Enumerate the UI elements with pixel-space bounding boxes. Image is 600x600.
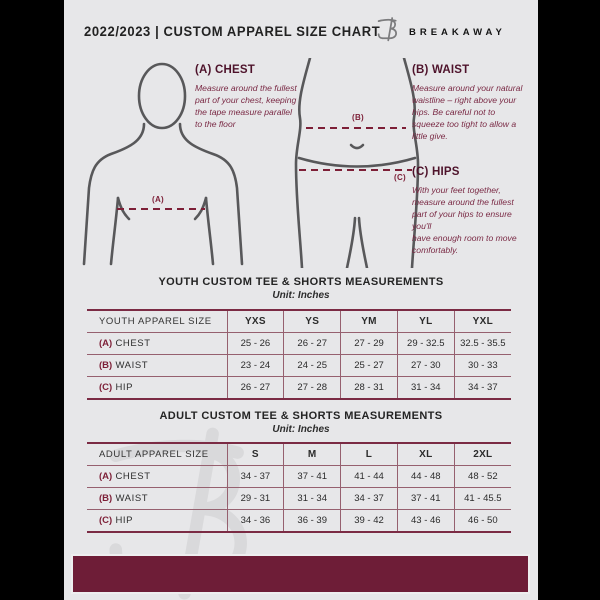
measurement-cell: 27 - 29 (340, 332, 398, 355)
measurement-cell: 31 - 34 (283, 487, 341, 510)
measurement-cell: 28 - 31 (340, 376, 398, 399)
column-header: YXL (453, 310, 511, 333)
hips-guide-text: With your feet together, measure around … (412, 185, 517, 256)
measurement-cell: 32.5 - 35.5 (453, 332, 511, 355)
measurement-cell: 37 - 41 (396, 487, 455, 510)
measurement-cell: 27 - 28 (283, 376, 341, 399)
adult-section-unit: Unit: Inches (272, 424, 330, 435)
measurement-cell: 48 - 52 (453, 465, 511, 488)
youth-section-title: YOUTH CUSTOM TEE & SHORTS MEASUREMENTS (158, 276, 444, 288)
measurement-cell: 34 - 37 (226, 465, 284, 488)
waist-measure-line (306, 127, 406, 129)
chest-line-label: (A) (152, 195, 165, 204)
measurement-cell: 24 - 25 (283, 354, 341, 377)
chest-guide: (A) CHEST Measure around the fullest par… (195, 64, 297, 130)
column-header: S (226, 443, 284, 466)
breakaway-logo-icon (376, 15, 404, 43)
upper-body-figure (82, 56, 244, 266)
table-row: (C) HIP 34 - 36 36 - 39 39 - 42 43 - 46 46 - … (87, 509, 511, 532)
column-header: L (340, 443, 398, 466)
measurement-cell: 25 - 27 (340, 354, 398, 377)
table-row: (C) HIP 26 - 27 27 - 28 28 - 31 31 - 34 34 - … (87, 376, 511, 399)
column-header: ADULT APPAREL SIZE (99, 449, 209, 460)
row-label: (A) CHEST (87, 465, 227, 488)
measurement-cell: 23 - 24 (226, 354, 284, 377)
measurement-cell: 37 - 41 (283, 465, 341, 488)
hip-line-label: (C) (394, 173, 407, 182)
measurement-cell: 39 - 42 (340, 509, 398, 532)
row-label: (A) CHEST (87, 332, 227, 355)
row-label: (C) HIP (87, 376, 227, 399)
chest-guide-heading: (A) CHEST (195, 64, 255, 76)
measurement-cell: 34 - 37 (453, 376, 511, 399)
measurement-cell: 26 - 27 (226, 376, 284, 399)
adult-table-header-row: ADULT APPAREL SIZE S M L XL 2XL (87, 443, 511, 466)
measurement-cell: 46 - 50 (453, 509, 511, 532)
adult-size-table: ADULT APPAREL SIZE S M L XL 2XL (A) CHES… (87, 442, 511, 533)
chest-measure-line (117, 208, 205, 210)
measurement-cell: 29 - 32.5 (396, 332, 455, 355)
column-header: M (283, 443, 341, 466)
content-layer: 2022/2023 | CUSTOM APPAREL SIZE CHART BR… (64, 0, 538, 600)
column-header: YS (283, 310, 341, 333)
column-header: YOUTH APPAREL SIZE (99, 316, 212, 327)
measurement-cell: 43 - 46 (396, 509, 455, 532)
column-header: YL (396, 310, 455, 333)
youth-table-header-row: YOUTH APPAREL SIZE YXS YS YM YL YXL (87, 310, 511, 333)
chest-guide-text: Measure around the fullest part of your … (195, 83, 297, 130)
table-row: (B) WAIST 29 - 31 31 - 34 34 - 37 37 - 41 41 … (87, 487, 511, 510)
column-header: 2XL (453, 443, 511, 466)
table-row: (B) WAIST 23 - 24 24 - 25 25 - 27 27 - 30 30 … (87, 354, 511, 377)
measurement-cell: 29 - 31 (226, 487, 284, 510)
measurement-cell: 31 - 34 (396, 376, 455, 399)
adult-section-title: ADULT CUSTOM TEE & SHORTS MEASUREMENTS (159, 410, 443, 422)
youth-size-table: YOUTH APPAREL SIZE YXS YS YM YL YXL (A) … (87, 309, 511, 400)
waist-guide-heading: (B) WAIST (412, 64, 470, 76)
waist-line-label: (B) (352, 113, 365, 122)
youth-section-unit: Unit: Inches (272, 290, 330, 301)
measurement-cell: 25 - 26 (226, 332, 284, 355)
measurement-cell: 41 - 45.5 (453, 487, 511, 510)
hip-measure-line (299, 169, 412, 171)
hips-guide: (C) HIPS With your feet together, measur… (412, 166, 524, 256)
page-title: 2022/2023 | CUSTOM APPAREL SIZE CHART (84, 23, 381, 40)
row-label: (B) WAIST (87, 354, 227, 377)
footer-bar (71, 554, 530, 594)
waist-guide: (B) WAIST Measure around your natural wa… (412, 64, 524, 142)
measurement-cell: 26 - 27 (283, 332, 341, 355)
brand-name: BREAKAWAY (409, 27, 506, 38)
column-header: YXS (226, 310, 284, 333)
table-row: (A) CHEST 25 - 26 26 - 27 27 - 29 29 - 32.5 3… (87, 332, 511, 355)
waist-guide-text: Measure around your natural waistline – … (412, 83, 523, 142)
hips-guide-heading: (C) HIPS (412, 166, 460, 178)
table-row: (A) CHEST 34 - 37 37 - 41 41 - 44 44 - 48 48 … (87, 465, 511, 488)
measurement-cell: 34 - 37 (340, 487, 398, 510)
lower-body-figure (292, 58, 422, 268)
size-chart-page: 2022/2023 | CUSTOM APPAREL SIZE CHART BR… (64, 0, 538, 600)
measurement-cell: 30 - 33 (453, 354, 511, 377)
measurement-cell: 27 - 30 (396, 354, 455, 377)
column-header: XL (396, 443, 455, 466)
measurement-cell: 36 - 39 (283, 509, 341, 532)
measurement-cell: 44 - 48 (396, 465, 455, 488)
measurement-cell: 34 - 36 (226, 509, 284, 532)
row-label: (B) WAIST (87, 487, 227, 510)
row-label: (C) HIP (87, 509, 227, 532)
measurement-cell: 41 - 44 (340, 465, 398, 488)
column-header: YM (340, 310, 398, 333)
